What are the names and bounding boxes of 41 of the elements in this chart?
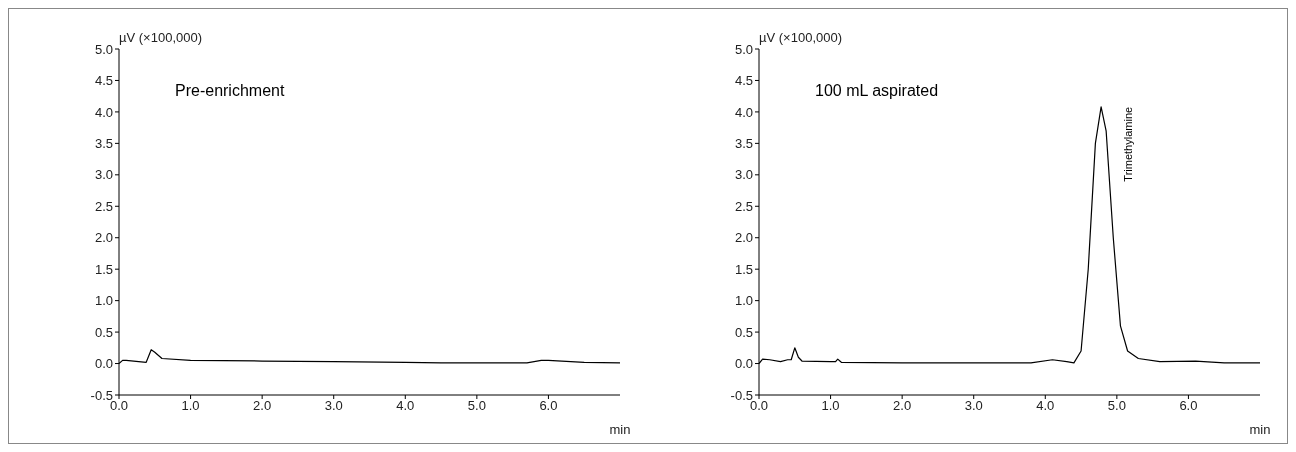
x-tick-label: 6.0	[539, 398, 558, 414]
x-tick-label: 1.0	[821, 398, 840, 414]
y-tick-label: 5.0	[94, 41, 113, 57]
x-tick-label: 2.0	[253, 398, 272, 414]
x-tick-label: 4.0	[1036, 398, 1055, 414]
y-tick-label: 2.0	[94, 230, 113, 246]
y-tick-label: 3.5	[94, 135, 113, 151]
y-tick-label: 4.0	[734, 104, 753, 120]
x-axis-title: min	[1248, 422, 1272, 437]
y-tick-label: 1.0	[734, 293, 753, 309]
y-tick-label: 1.5	[94, 261, 113, 277]
y-tick-label: 4.0	[94, 104, 113, 120]
y-tick-label: 0.5	[734, 324, 753, 340]
y-tick-label: 2.5	[734, 198, 753, 214]
y-tick-label: 5.0	[734, 41, 753, 57]
y-tick-label: 3.0	[94, 167, 113, 183]
y-axis-title: µV (×100,000)	[759, 30, 843, 45]
y-tick-label: 2.5	[94, 198, 113, 214]
y-tick-label: 0.0	[94, 356, 113, 372]
annotation: 100 mL aspirated	[815, 81, 939, 101]
y-axis-title: µV (×100,000)	[119, 30, 203, 45]
x-tick-label: 3.0	[964, 398, 983, 414]
x-tick-label: 5.0	[467, 398, 486, 414]
annotation: Trimethylamine	[1122, 106, 1135, 182]
x-tick-label: 4.0	[396, 398, 415, 414]
x-tick-label: 3.0	[324, 398, 343, 414]
y-tick-label: 0.0	[734, 356, 753, 372]
x-tick-label: 5.0	[1107, 398, 1126, 414]
y-tick-label: 2.0	[734, 230, 753, 246]
annotation: Pre-enrichment	[175, 81, 285, 101]
y-tick-label: 0.5	[94, 324, 113, 340]
x-tick-label: 6.0	[1179, 398, 1198, 414]
y-tick-label: 3.5	[734, 135, 753, 151]
y-tick-label: 1.0	[94, 293, 113, 309]
x-axis-title: min	[608, 422, 632, 437]
y-tick-label: 4.5	[94, 73, 113, 89]
x-tick-label: 2.0	[893, 398, 912, 414]
y-tick-label: 4.5	[734, 73, 753, 89]
y-tick-label: 3.0	[734, 167, 753, 183]
x-tick-label: 1.0	[181, 398, 200, 414]
y-tick-label: 1.5	[734, 261, 753, 277]
